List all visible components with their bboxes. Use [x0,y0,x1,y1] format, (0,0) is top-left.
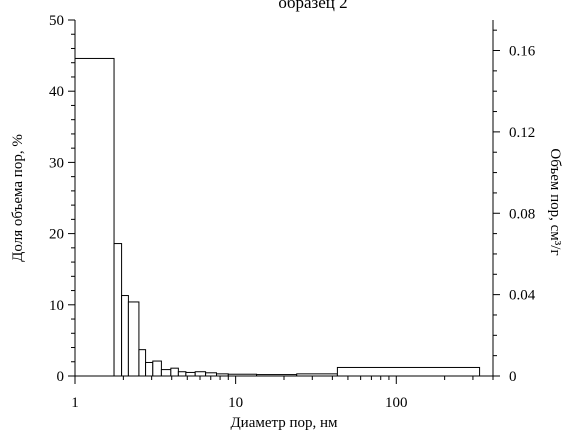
y-axis-label: Доля объема пор, % [10,134,26,262]
y2-tick-label: 0.04 [509,288,536,304]
y-tick-label: 50 [49,13,64,29]
ticks: 1 10 100 0 10 20 30 40 50 0 0.04 0.08 0.12 0.16 [49,13,536,411]
bar [152,360,162,377]
chart-title: образец 2 [278,0,347,12]
y2-axis-label: Объем пор, см³/г [547,148,563,255]
bar [336,366,481,377]
bar [113,243,123,377]
y2-tick-label: 0.12 [509,125,535,141]
bar [177,371,187,377]
bars [74,57,481,377]
y2-tick-label: 0.08 [509,206,535,222]
y-tick-label: 40 [49,84,64,100]
bar [185,371,196,377]
y-tick-label: 20 [49,227,64,243]
bar [121,295,129,377]
y2-tick-label: 0 [509,369,517,385]
y-tick-label: 0 [57,369,65,385]
bar [74,57,115,377]
bar [160,369,172,377]
y2-tick-label: 0.16 [509,44,536,60]
y-tick-label: 30 [49,155,64,171]
bar [138,349,147,377]
bar [194,371,207,377]
x-axis-label: Диаметр пор, нм [230,415,338,431]
bar [145,361,154,377]
x-tick-label: 1 [71,395,79,411]
y-tick-label: 10 [49,298,64,314]
x-tick-label: 10 [228,395,243,411]
bar [127,301,140,377]
x-tick-label: 100 [385,395,408,411]
bar [170,367,179,377]
